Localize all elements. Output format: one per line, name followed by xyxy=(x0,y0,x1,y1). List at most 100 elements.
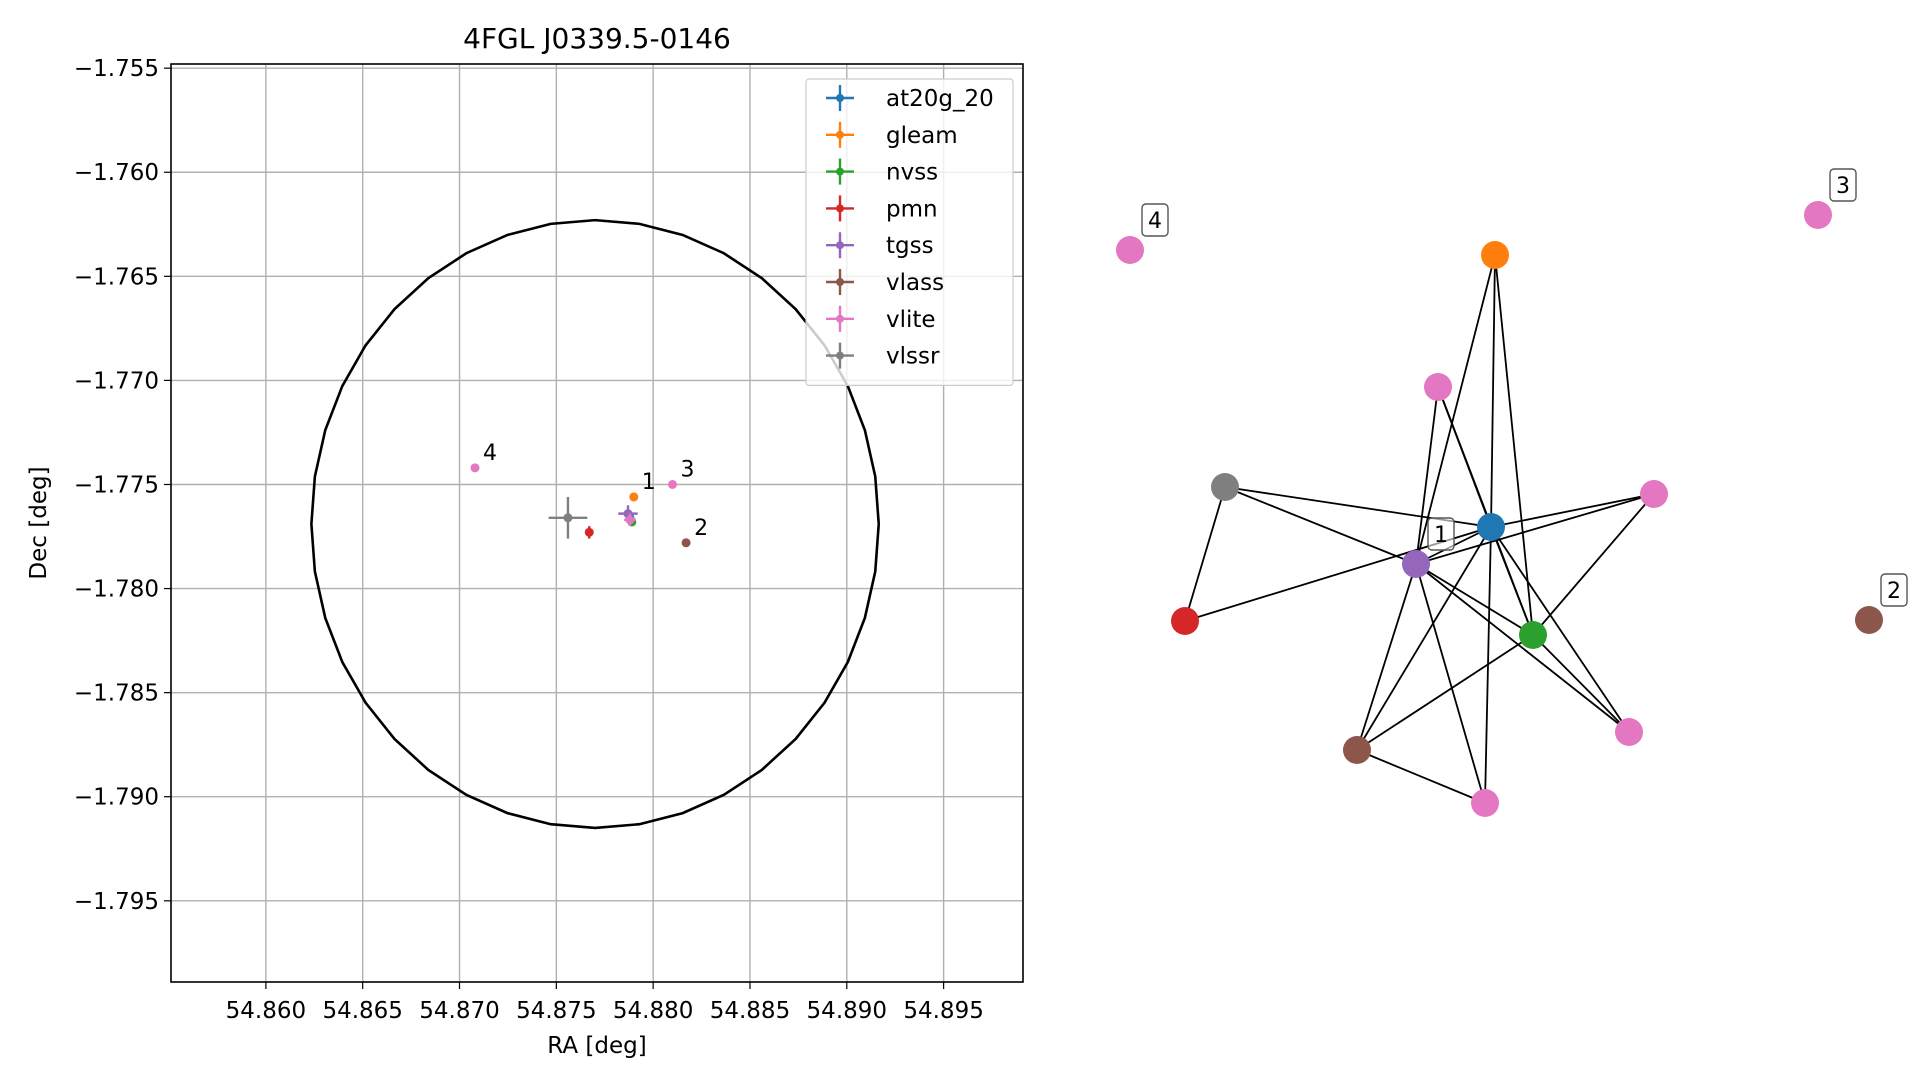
legend-marker xyxy=(836,130,844,139)
x-tick-label: 54.880 xyxy=(613,998,693,1024)
legend-marker xyxy=(836,204,844,213)
node-vlite_e: 3 xyxy=(1804,168,1857,229)
legend-label: tgss xyxy=(886,233,934,259)
error-ellipse-layer xyxy=(310,218,881,830)
marker xyxy=(584,527,594,537)
data-points: 1 2 3 4 xyxy=(470,441,708,548)
edge-vlssr-tgss xyxy=(1224,486,1417,565)
node-vlssr xyxy=(1211,473,1239,501)
grid-lines xyxy=(171,64,1023,982)
edge-vlite_b-tgss xyxy=(1415,563,1486,804)
edge-gleam-tgss xyxy=(1415,254,1496,565)
legend-entry-pmn: pmn xyxy=(826,195,938,222)
edge-gleam-at20g xyxy=(1490,254,1496,528)
scatter-plot: 4FGL J0339.5-0146 54.860 54.865 54.870 54.8… xyxy=(26,22,1024,1059)
point-vlite: 4 xyxy=(470,441,497,473)
node-marker xyxy=(1519,621,1547,649)
node-marker xyxy=(1171,607,1199,635)
node-label: 1 xyxy=(1434,523,1448,548)
legend-marker xyxy=(836,167,844,176)
node-vlite_c xyxy=(1640,480,1668,508)
y-tick-labels: −1.755 −1.760 −1.765 −1.770 −1.775 −1.780 −1.7… xyxy=(74,56,171,915)
y-tick-label: −1.785 xyxy=(74,681,159,707)
node-at20g xyxy=(1477,513,1505,541)
marker xyxy=(625,515,635,525)
edge-tgss-vlite_d xyxy=(1415,563,1630,733)
edge-nvss-vlite_c xyxy=(1532,493,1655,636)
edge-at20g-vlite_c xyxy=(1490,493,1655,528)
node-vlite_b xyxy=(1471,789,1499,817)
edge-tgss-vlite_c xyxy=(1415,493,1655,565)
node-vlass_a xyxy=(1343,736,1371,764)
y-tick-label: −1.765 xyxy=(74,264,159,290)
node-vlite_f: 4 xyxy=(1116,203,1169,264)
point-vlite xyxy=(624,513,636,527)
node-marker xyxy=(1116,236,1144,264)
chart-title: 4FGL J0339.5-0146 xyxy=(463,22,731,55)
node-marker xyxy=(1211,473,1239,501)
edge-gleam-nvss xyxy=(1494,254,1534,636)
node-marker xyxy=(1477,513,1505,541)
y-tick-label: −1.795 xyxy=(74,889,159,915)
edge-nvss-vlass_a xyxy=(1356,634,1534,751)
node-label: 4 xyxy=(1148,209,1162,234)
legend-entry-at20g_20: at20g_20 xyxy=(826,85,994,112)
legend-marker xyxy=(836,351,844,360)
x-tick-label: 54.890 xyxy=(807,998,887,1024)
point-label: 4 xyxy=(483,441,497,466)
x-tick-label: 54.865 xyxy=(322,998,402,1024)
y-tick-label: −1.790 xyxy=(74,785,159,811)
point-vlass: 2 xyxy=(681,516,708,548)
node-marker xyxy=(1424,373,1452,401)
edge-vlssr-pmn xyxy=(1184,486,1226,622)
localization-ellipse xyxy=(310,218,881,830)
node-label-box xyxy=(1880,573,1908,607)
x-tick-label: 54.885 xyxy=(710,998,790,1024)
network-edges xyxy=(1184,254,1655,804)
x-tick-label: 54.860 xyxy=(226,998,306,1024)
edge-at20g-nvss xyxy=(1490,526,1534,636)
legend-entry-nvss: nvss xyxy=(826,158,938,186)
node-label-box xyxy=(1427,517,1455,551)
legend-box xyxy=(805,78,1014,386)
marker xyxy=(470,463,480,473)
node-pmn xyxy=(1171,607,1199,635)
node-vlass_b: 2 xyxy=(1855,573,1908,634)
node-marker xyxy=(1615,718,1643,746)
legend-entry-tgss: tgss xyxy=(826,232,934,259)
legend-label: vlass xyxy=(886,270,944,296)
legend-marker xyxy=(836,241,844,250)
node-label-box xyxy=(1829,168,1857,202)
node-marker xyxy=(1640,480,1668,508)
node-nvss xyxy=(1519,621,1547,649)
point-label: 1 xyxy=(642,470,656,495)
marker xyxy=(563,513,573,523)
node-vlite_a xyxy=(1424,373,1452,401)
y-tick-label: −1.770 xyxy=(74,368,159,394)
legend-entry-vlssr: vlssr xyxy=(826,342,940,370)
edge-vlite_b-vlass_a xyxy=(1356,749,1486,804)
legend-label: gleam xyxy=(886,123,958,149)
edge-vlite_a-tgss xyxy=(1415,386,1439,565)
x-tick-labels: 54.860 54.865 54.870 54.875 54.880 54.885 54.8… xyxy=(226,982,984,1024)
node-marker xyxy=(1855,606,1883,634)
edge-at20g-vlite_d xyxy=(1490,526,1630,733)
legend-label: vlssr xyxy=(886,344,940,370)
legend-entry-vlite: vlite xyxy=(826,305,936,333)
node-marker xyxy=(1343,736,1371,764)
legend-label: at20g_20 xyxy=(886,86,994,112)
y-axis-label: Dec [deg] xyxy=(26,466,52,579)
y-tick-label: −1.755 xyxy=(74,56,159,82)
marker xyxy=(668,479,678,489)
x-tick-label: 54.870 xyxy=(419,998,499,1024)
legend-marker xyxy=(836,94,844,102)
legend-label: nvss xyxy=(886,160,938,186)
node-marker xyxy=(1471,789,1499,817)
network-nodes: 1 2 3 4 xyxy=(1116,168,1908,817)
y-tick-label: −1.760 xyxy=(74,160,159,186)
legend-label: vlite xyxy=(886,307,936,333)
legend-marker xyxy=(836,278,844,286)
y-tick-label: −1.780 xyxy=(74,577,159,603)
